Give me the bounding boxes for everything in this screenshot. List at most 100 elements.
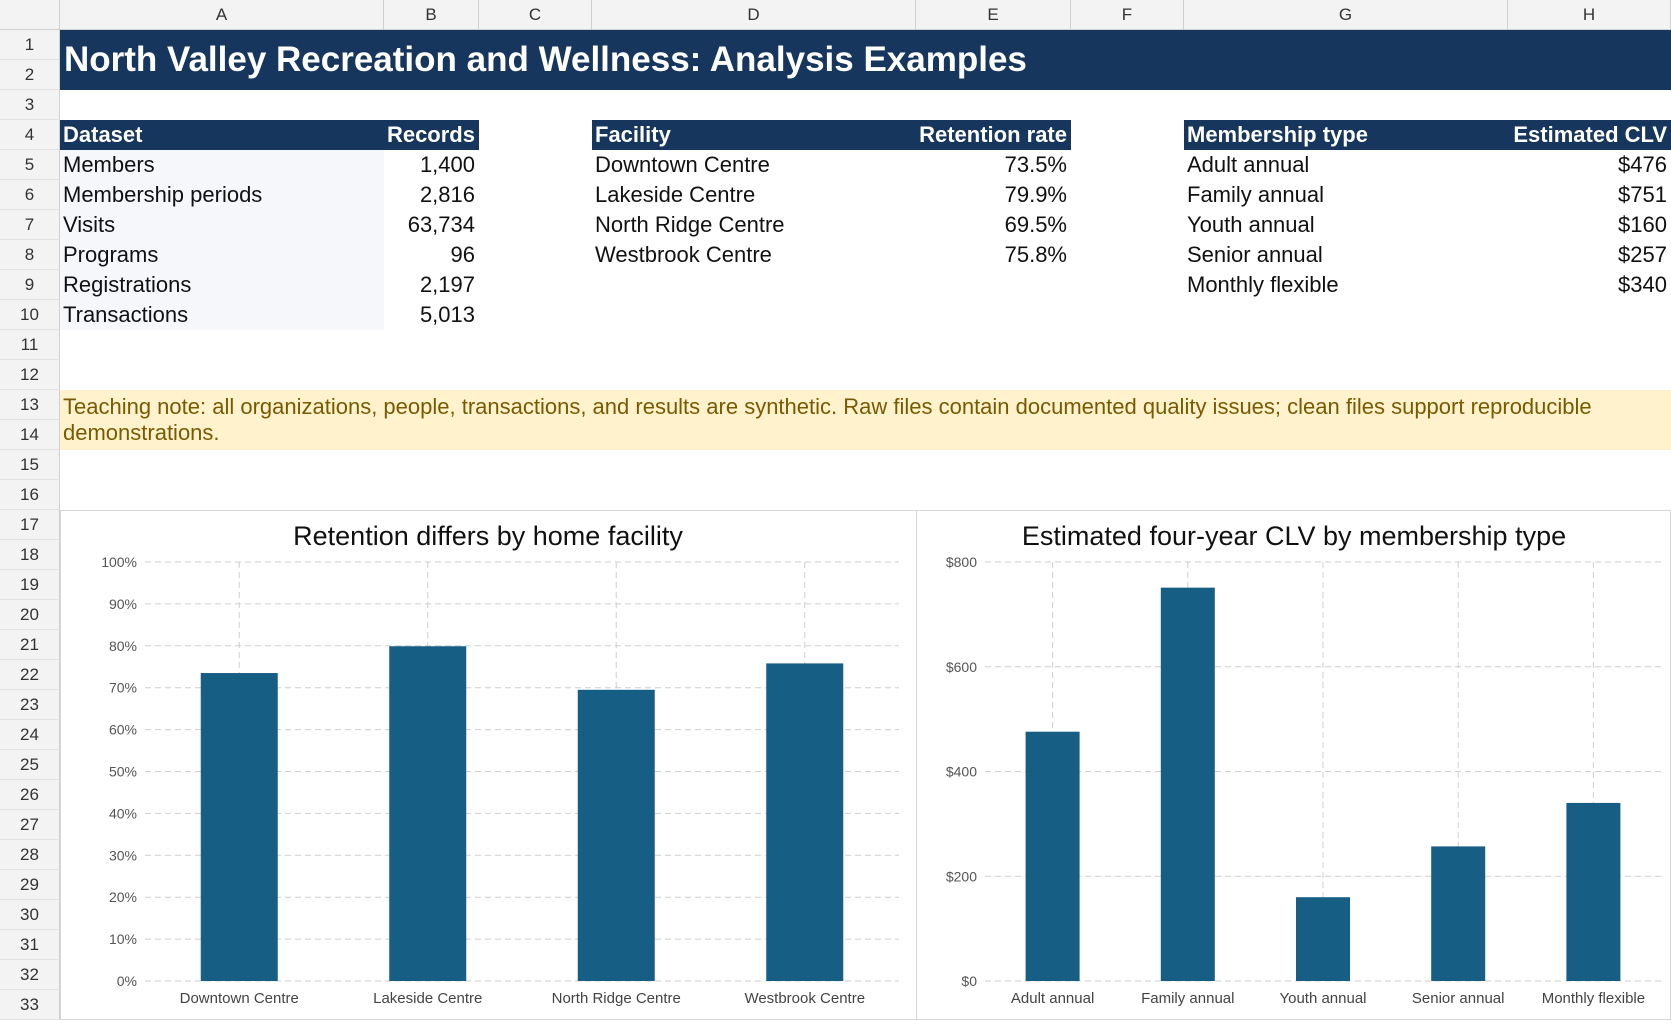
y-tick-label: 0%: [117, 973, 137, 989]
y-tick-label: 90%: [109, 596, 137, 612]
row-header-26[interactable]: 26: [0, 780, 60, 810]
bar-north-ridge-centre[interactable]: [577, 689, 655, 981]
row-header-9[interactable]: 9: [0, 270, 60, 300]
retention-value-cell[interactable]: 73.5%: [1004, 152, 1067, 177]
records-value-cell[interactable]: 5,013: [419, 302, 475, 327]
y-tick-label: 60%: [109, 722, 137, 738]
y-tick-label: 80%: [109, 638, 137, 654]
clv-value-cell[interactable]: $751: [1618, 182, 1667, 207]
row-header-23[interactable]: 23: [0, 690, 60, 720]
dataset-name-cell[interactable]: Members: [60, 150, 384, 180]
row-header-3[interactable]: 3: [0, 90, 60, 120]
estimated-clv-header[interactable]: Estimated CLV: [1508, 120, 1671, 150]
row-header-28[interactable]: 28: [0, 840, 60, 870]
column-header-f[interactable]: F: [1071, 0, 1184, 30]
row-header-14[interactable]: 14: [0, 420, 60, 450]
row-header-24[interactable]: 24: [0, 720, 60, 750]
dataset-name-cell[interactable]: Visits: [60, 210, 384, 240]
y-tick-label: 10%: [109, 931, 137, 947]
records-value-cell[interactable]: 2,197: [419, 272, 475, 297]
row-header-31[interactable]: 31: [0, 930, 60, 960]
dataset-name-cell[interactable]: Transactions: [60, 300, 384, 330]
column-header-c[interactable]: C: [479, 0, 592, 30]
chart-title: Estimated four-year CLV by membership ty…: [1022, 521, 1566, 551]
row-header-8[interactable]: 8: [0, 240, 60, 270]
clv-value-cell[interactable]: $160: [1618, 212, 1667, 237]
row-header-30[interactable]: 30: [0, 900, 60, 930]
records-value-cell[interactable]: 1,400: [419, 152, 475, 177]
row-header-15[interactable]: 15: [0, 450, 60, 480]
column-header-d[interactable]: D: [592, 0, 916, 30]
membership-name-cell[interactable]: Senior annual: [1187, 242, 1323, 267]
retention-rate-header[interactable]: Retention rate: [916, 120, 1071, 150]
membership-name-cell[interactable]: Youth annual: [1187, 212, 1315, 237]
facility-name-cell[interactable]: Lakeside Centre: [595, 182, 756, 207]
membership-name-cell[interactable]: Monthly flexible: [1187, 272, 1339, 297]
membership-name-cell[interactable]: Adult annual: [1187, 152, 1310, 177]
records-value-cell[interactable]: 63,734: [407, 212, 475, 237]
row-header-25[interactable]: 25: [0, 750, 60, 780]
dataset-header[interactable]: Dataset: [60, 120, 384, 150]
facility-header[interactable]: Facility: [592, 120, 916, 150]
bar-family-annual[interactable]: [1160, 587, 1215, 981]
bar-senior-annual[interactable]: [1431, 846, 1486, 981]
row-header-12[interactable]: 12: [0, 360, 60, 390]
dataset-name-cell[interactable]: Programs: [60, 240, 384, 270]
membership-name-cell[interactable]: Family annual: [1187, 182, 1324, 207]
bar-youth-annual[interactable]: [1296, 897, 1350, 981]
column-header-e[interactable]: E: [916, 0, 1071, 30]
row-header-7[interactable]: 7: [0, 210, 60, 240]
row-header-6[interactable]: 6: [0, 180, 60, 210]
row-header-4[interactable]: 4: [0, 120, 60, 150]
bar-monthly-flexible[interactable]: [1566, 802, 1621, 981]
row-header-29[interactable]: 29: [0, 870, 60, 900]
retention-value-cell[interactable]: 75.8%: [1004, 242, 1067, 267]
bar-downtown-centre[interactable]: [200, 673, 278, 981]
records-value-cell[interactable]: 2,816: [419, 182, 475, 207]
column-header-h[interactable]: H: [1508, 0, 1671, 30]
row-header-17[interactable]: 17: [0, 510, 60, 540]
bar-adult-annual[interactable]: [1025, 731, 1080, 981]
retention-chart-svg: Retention differs by home facility 0% 10% 2…: [101, 521, 899, 1007]
dataset-name-cell[interactable]: Registrations: [60, 270, 384, 300]
row-header-22[interactable]: 22: [0, 660, 60, 690]
page-title[interactable]: North Valley Recreation and Wellness: An…: [60, 30, 1671, 90]
clv-value-cell[interactable]: $257: [1618, 242, 1667, 267]
row-header-5[interactable]: 5: [0, 150, 60, 180]
column-header-a[interactable]: A: [60, 0, 384, 30]
row-header-33[interactable]: 33: [0, 990, 60, 1020]
facility-name-cell[interactable]: Downtown Centre: [595, 152, 770, 177]
clv-value-cell[interactable]: $340: [1618, 272, 1667, 297]
column-header-g[interactable]: G: [1184, 0, 1508, 30]
column-header-b[interactable]: B: [384, 0, 479, 30]
row-header-21[interactable]: 21: [0, 630, 60, 660]
retention-chart[interactable]: Retention differs by home facility 0% 10% 2…: [60, 510, 917, 1020]
row-header-27[interactable]: 27: [0, 810, 60, 840]
clv-chart[interactable]: Estimated four-year CLV by membership ty…: [916, 510, 1671, 1020]
facility-name-cell[interactable]: Westbrook Centre: [595, 242, 772, 267]
teaching-note[interactable]: Teaching note: all organizations, people…: [60, 390, 1671, 450]
row-header-13[interactable]: 13: [0, 390, 60, 420]
records-value-cell[interactable]: 96: [450, 242, 475, 267]
select-all-corner[interactable]: [0, 0, 60, 30]
row-header-10[interactable]: 10: [0, 300, 60, 330]
clv-value-cell[interactable]: $476: [1618, 152, 1667, 177]
row-header-19[interactable]: 19: [0, 570, 60, 600]
row-header-32[interactable]: 32: [0, 960, 60, 990]
row-header-16[interactable]: 16: [0, 480, 60, 510]
row-header-20[interactable]: 20: [0, 600, 60, 630]
retention-value-cell[interactable]: 69.5%: [1004, 212, 1067, 237]
y-tick-label: 100%: [101, 554, 137, 570]
records-header[interactable]: Records: [384, 120, 479, 150]
membership-type-header[interactable]: Membership type: [1184, 120, 1508, 150]
y-tick-label: 50%: [109, 764, 137, 780]
row-header-18[interactable]: 18: [0, 540, 60, 570]
row-header-2[interactable]: 2: [0, 60, 60, 90]
row-header-11[interactable]: 11: [0, 330, 60, 360]
row-header-1[interactable]: 1: [0, 30, 60, 60]
bar-westbrook-centre[interactable]: [766, 663, 844, 981]
bar-lakeside-centre[interactable]: [389, 646, 467, 981]
retention-value-cell[interactable]: 79.9%: [1004, 182, 1067, 207]
facility-name-cell[interactable]: North Ridge Centre: [595, 212, 785, 237]
dataset-name-cell[interactable]: Membership periods: [60, 180, 384, 210]
